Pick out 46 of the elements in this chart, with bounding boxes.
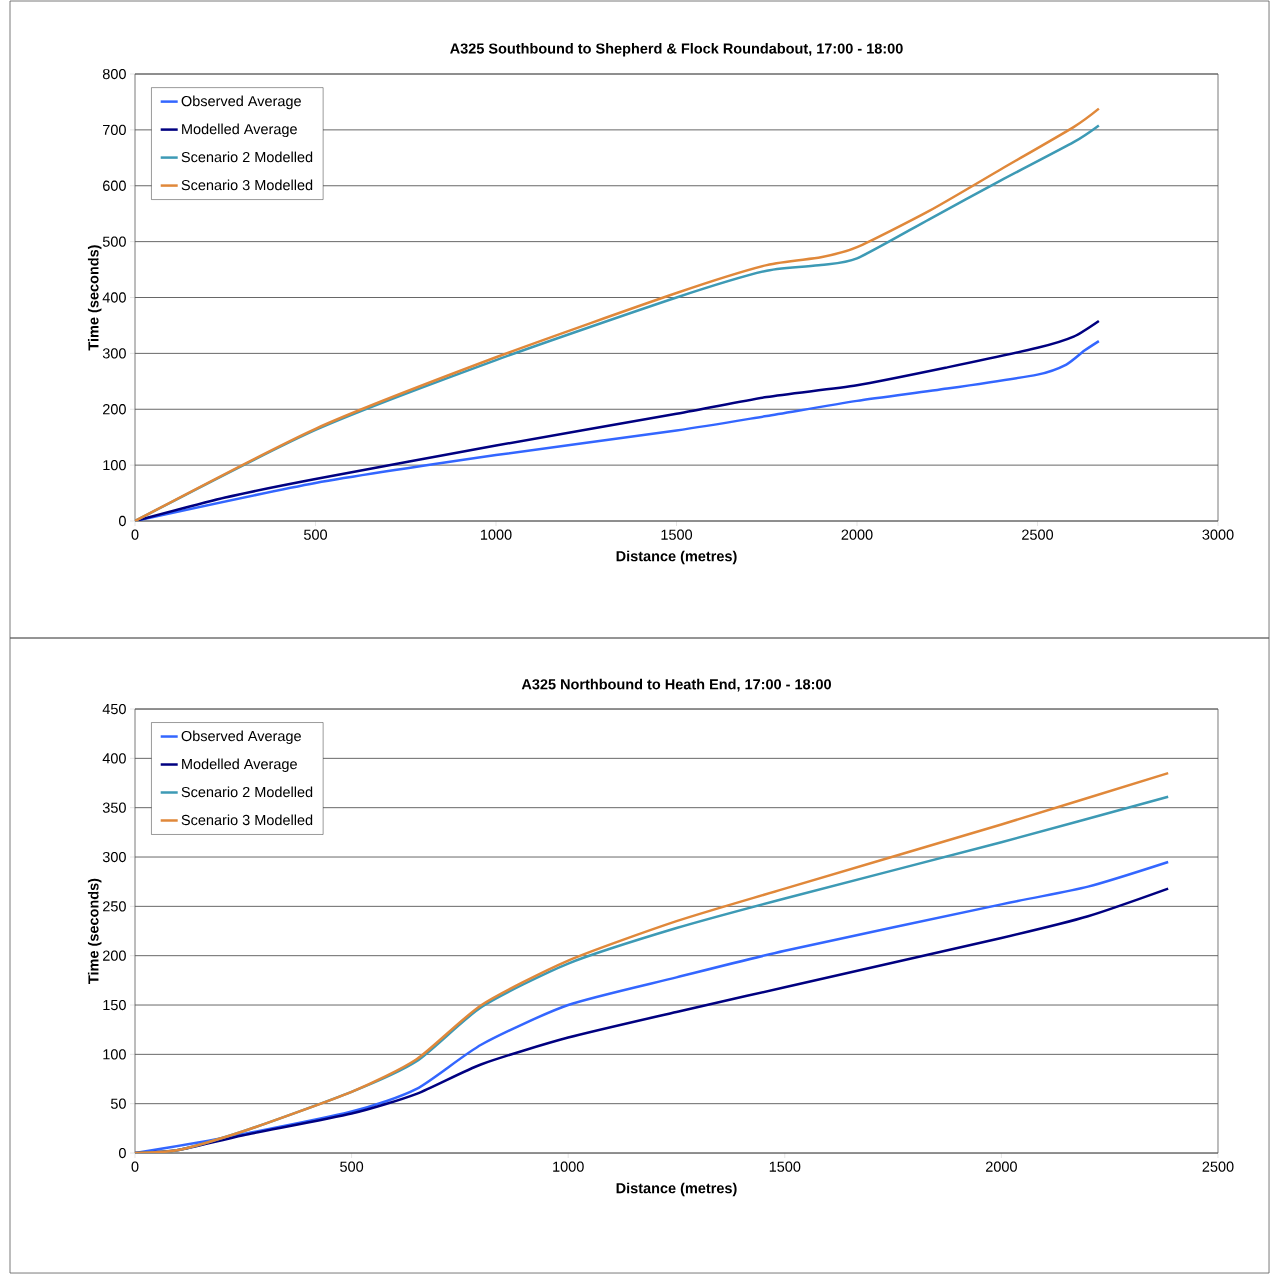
x-tick-label: 2000 [841, 529, 873, 540]
y-tick-label: 50 [110, 1098, 126, 1109]
legend-label: Observed Average [181, 730, 301, 745]
x-tick-label: 0 [131, 529, 139, 540]
x-tick-label: 2000 [986, 1161, 1017, 1172]
x-tick-label: 2500 [1022, 529, 1054, 540]
legend-label: Scenario 3 Modelled [181, 179, 313, 191]
y-tick-label: 450 [102, 703, 126, 715]
x-tick-label: 1000 [480, 529, 512, 540]
y-tick-label: 300 [102, 851, 126, 863]
legend-label: Modelled Average [182, 123, 297, 138]
x-tick-label: 2500 [1202, 1161, 1234, 1172]
legend-label: Observed Average [181, 95, 301, 110]
y-tick-label: 100 [103, 460, 126, 471]
y-tick-label: 700 [103, 124, 126, 136]
y-tick-label: 400 [102, 753, 126, 764]
x-tick-label: 0 [131, 1161, 139, 1172]
x-tick-label: 1000 [553, 1161, 584, 1172]
legend-label: Scenario 2 Modelled [181, 151, 313, 163]
y-axis-title: Time (seconds) [87, 878, 102, 984]
x-tick-label: 500 [340, 1161, 364, 1172]
y-tick-label: 350 [102, 802, 126, 813]
x-tick-label: 1500 [769, 1161, 801, 1172]
y-tick-label: 0 [118, 515, 126, 527]
y-tick-label: 150 [103, 999, 126, 1011]
x-tick-label: 3000 [1202, 529, 1234, 540]
y-tick-label: 300 [102, 348, 126, 359]
chart-title: A325 Southbound to Shepherd & Flock Roundabout, 17:00 - 18:00 [450, 43, 903, 57]
y-tick-label: 200 [103, 950, 126, 961]
y-tick-label: 100 [103, 1049, 126, 1060]
y-tick-label: 800 [102, 68, 126, 80]
y-tick-label: 250 [103, 901, 126, 912]
legend-label: Modelled Average [182, 758, 297, 773]
y-tick-label: 500 [102, 236, 126, 247]
y-tick-label: 0 [118, 1147, 126, 1159]
y-tick-label: 200 [103, 404, 126, 415]
legend-label: Scenario 2 Modelled [181, 786, 313, 798]
y-axis-title: Time (seconds) [87, 245, 102, 351]
y-tick-label: 600 [103, 180, 126, 191]
x-axis-title: Distance (metres) [616, 1182, 737, 1197]
x-tick-label: 1500 [661, 529, 693, 540]
x-tick-label: 500 [303, 529, 328, 540]
chart-title: A325 Northbound to Heath End, 17:00 - 18:00 [521, 678, 831, 692]
y-tick-label: 400 [102, 292, 126, 303]
legend-label: Scenario 3 Modelled [181, 814, 313, 826]
x-axis-title: Distance (metres) [616, 550, 737, 565]
